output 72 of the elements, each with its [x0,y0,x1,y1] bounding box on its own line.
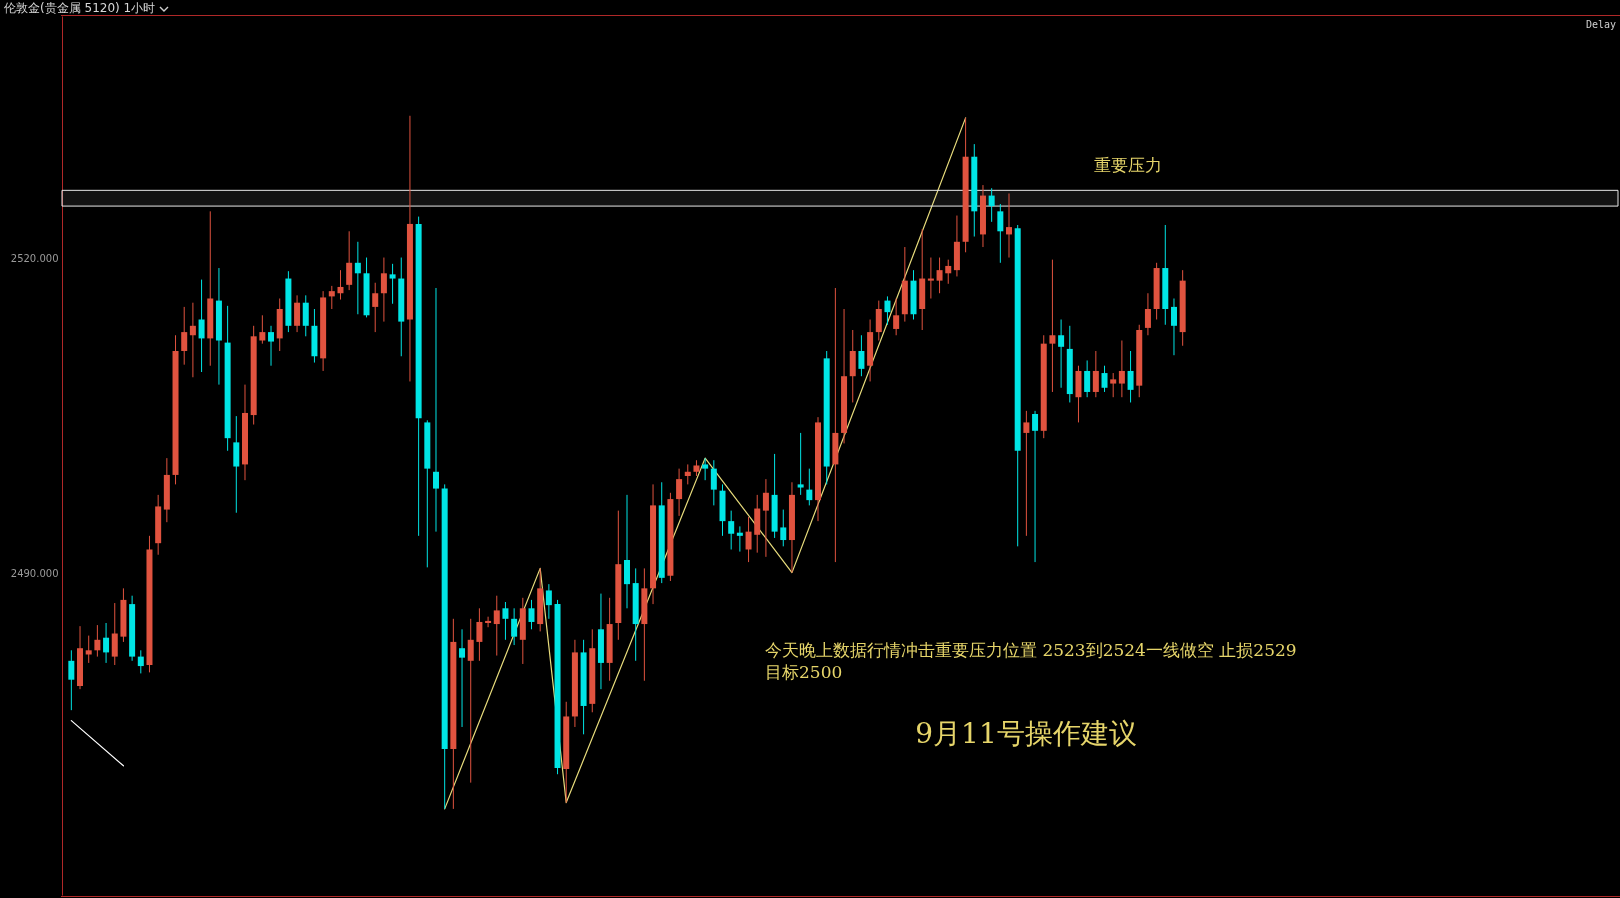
y-tick-label: 2490.000 [10,568,59,580]
candlestick [459,628,466,728]
candlestick [337,269,344,301]
candlestick [528,599,535,630]
candlestick [780,509,787,547]
candlestick [1058,319,1065,389]
candlestick [884,295,891,326]
candlestick [684,463,691,485]
candlestick [745,516,752,563]
annotation: 今天晚上数据行情冲击重要压力位置 2523到2524一线做空 止损2529 [765,640,1297,660]
candlestick [1101,365,1108,393]
candlestick [893,298,900,336]
candlestick [1127,350,1134,403]
candlestick [380,257,387,323]
candlestick [259,314,266,345]
candlestick [858,334,865,377]
candlestick [85,635,92,664]
candlestick [137,649,144,674]
candlestick [927,257,934,299]
candlestick [328,285,335,310]
candlestick [1023,410,1030,537]
candlestick [806,468,813,506]
candlestick [302,294,309,337]
candlestick [502,601,509,641]
candlestick [511,607,518,646]
candlestick [1144,292,1151,336]
candlestick [189,302,196,378]
candlestick [94,624,101,658]
annotation: 目标2500 [765,662,843,682]
candlestick [988,187,995,223]
candlestick [736,525,743,553]
candlestick [181,306,188,366]
candlestick [389,263,396,305]
candlestick [710,459,717,506]
candlestick [111,602,118,666]
candlestick [545,583,552,620]
candlestick [1118,340,1125,398]
candlestick [372,282,379,333]
annotation: 9月11号操作建议 [915,717,1137,750]
candlestick [1049,259,1056,393]
candlestick [198,279,205,373]
candlestick [1092,350,1099,398]
candlestick [103,622,110,664]
candlestick [346,230,353,291]
candlestick [875,300,882,342]
candlestick [1084,359,1091,398]
candlestick [268,325,275,367]
candlestick [997,203,1004,264]
candlestick [432,287,439,533]
text: Delay [1585,19,1616,30]
y-tick-label: 2520.000 [10,253,59,265]
candlestick [354,241,361,315]
candlestick [762,478,769,558]
candlestick [945,259,952,285]
candlestick [1110,372,1117,398]
candlestick [1006,192,1013,259]
candlestick [1032,410,1039,563]
candlestick [702,457,709,481]
candlestick [832,287,839,563]
chart-title: 伦敦金(贵金属 5120) 1小时 [4,1,156,15]
candlestick [476,607,483,662]
candlestick [485,616,492,628]
candlestick [467,618,474,784]
candlestick [728,510,735,550]
candlestick [936,257,943,294]
candlestick [68,649,75,711]
candlestick [294,294,301,333]
candlestick [493,595,500,657]
band-label: 重要压力 [1094,155,1162,175]
candlestick [797,432,804,496]
candlestick [1170,298,1177,356]
candlestick [676,468,683,517]
